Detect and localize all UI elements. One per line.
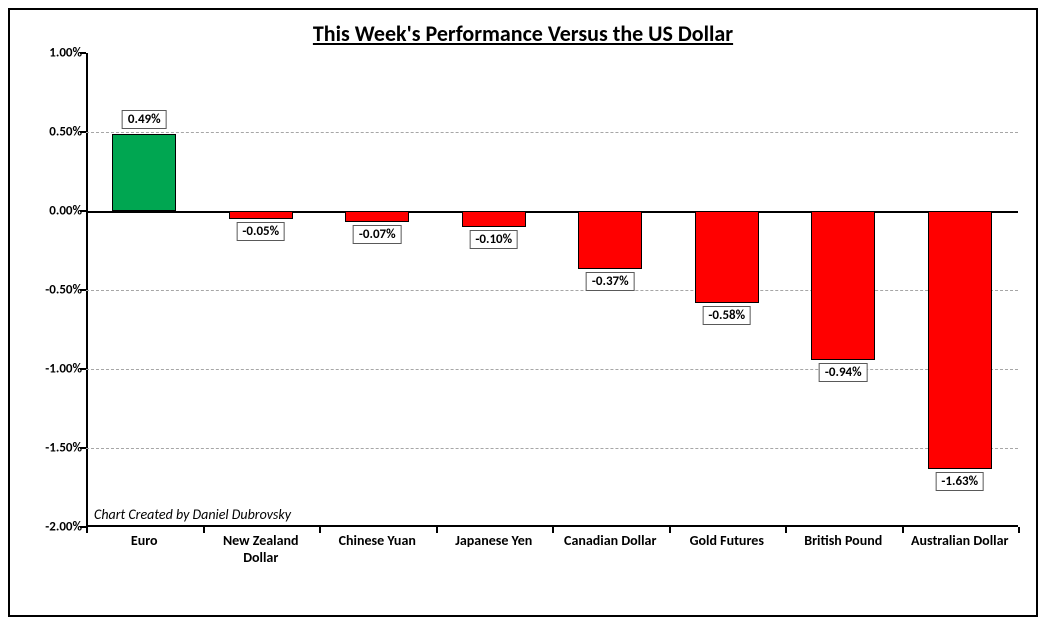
y-axis: 1.00%0.50%0.00%-0.50%-1.00%-1.50%-2.00% (24, 53, 86, 527)
bar-value-label: -1.63% (935, 472, 984, 491)
chart-container: This Week's Performance Versus the US Do… (0, 0, 1046, 625)
bar (229, 211, 293, 219)
x-tick-mark (319, 527, 321, 533)
y-tick-label: 0.00% (49, 203, 82, 218)
bar-value-label: -0.58% (702, 306, 751, 325)
bar (462, 211, 526, 227)
y-tick-label: -1.00% (45, 361, 82, 376)
grid-line (86, 448, 1018, 449)
bar (578, 211, 642, 269)
x-tick-mark (902, 527, 904, 533)
bar-value-label: -0.37% (586, 272, 635, 291)
bar (112, 134, 176, 211)
y-tick-label: -0.50% (45, 283, 82, 298)
x-category-label: British Pound (788, 533, 898, 550)
x-tick-mark (436, 527, 438, 533)
grid-line (86, 369, 1018, 370)
bar-value-label: -0.05% (236, 222, 285, 241)
bar-value-label: -0.10% (469, 230, 518, 249)
bar (695, 211, 759, 303)
zero-line (86, 211, 1018, 213)
x-tick-mark (785, 527, 787, 533)
y-tick-label: -2.00% (45, 520, 82, 535)
chart-title: This Week's Performance Versus the US Do… (24, 20, 1022, 47)
x-category-label: Australian Dollar (905, 533, 1015, 550)
grid-line (86, 290, 1018, 291)
bar-value-label: -0.94% (819, 363, 868, 382)
bar-value-label: 0.49% (122, 110, 167, 129)
chart-credit: Chart Created by Daniel Dubrovsky (94, 506, 291, 523)
x-category-label: New Zealand Dollar (206, 533, 316, 567)
x-tick-mark (1018, 527, 1020, 533)
x-tick-mark (552, 527, 554, 533)
x-tick-mark (86, 527, 88, 533)
x-category-label: Gold Futures (672, 533, 782, 550)
chart-frame: This Week's Performance Versus the US Do… (8, 8, 1038, 617)
x-category-label: Euro (89, 533, 199, 550)
plot-area: 0.49% -0.05% -0.07% -0.10% -0.37% -0.58% -0.94… (86, 53, 1018, 527)
bar (928, 211, 992, 469)
bar-value-label: -0.07% (353, 225, 402, 244)
x-category-label: Canadian Dollar (555, 533, 665, 550)
y-tick-mark (80, 52, 86, 54)
x-axis: Euro New Zealand Dollar Chinese Yuan Japane… (86, 527, 1018, 573)
y-tick-label: -1.50% (45, 441, 82, 456)
x-tick-mark (203, 527, 205, 533)
bar (345, 211, 409, 222)
x-category-label: Chinese Yuan (322, 533, 432, 550)
bar (811, 211, 875, 360)
y-tick-label: 1.00% (49, 46, 82, 61)
x-tick-mark (669, 527, 671, 533)
grid-line (86, 132, 1018, 133)
plot-wrap: 1.00%0.50%0.00%-0.50%-1.00%-1.50%-2.00% … (24, 53, 1022, 573)
y-tick-label: 0.50% (49, 124, 82, 139)
x-category-label: Japanese Yen (439, 533, 549, 550)
